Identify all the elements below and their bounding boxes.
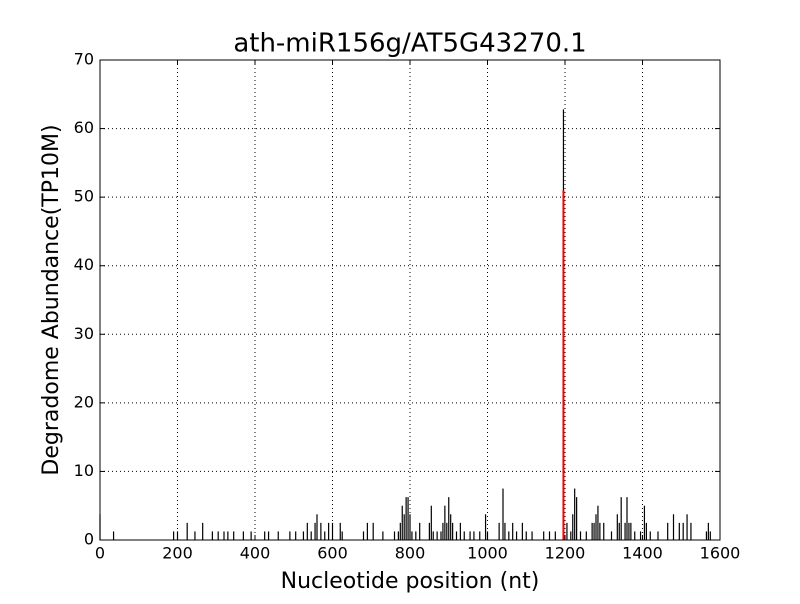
x-tick-label: 1200	[545, 544, 586, 563]
y-tick-label: 10	[74, 461, 94, 480]
y-tick-label: 20	[74, 392, 94, 411]
x-axis-label: Nucleotide position (nt)	[281, 569, 540, 594]
chart-title: ath-miR156g/AT5G43270.1	[233, 29, 586, 59]
x-tick-label: 1400	[622, 544, 663, 563]
x-tick-label: 200	[162, 544, 193, 563]
y-tick-label: 50	[74, 187, 94, 206]
y-tick-label: 70	[74, 50, 94, 69]
y-tick-label: 60	[74, 118, 94, 137]
y-tick-label: 0	[84, 530, 94, 549]
x-tick-label: 800	[395, 544, 426, 563]
plot-frame	[99, 59, 721, 541]
x-tick-label: 1600	[700, 544, 741, 563]
x-tick-label: 1000	[467, 544, 508, 563]
x-tick-label: 600	[317, 544, 348, 563]
x-tick-label: 0	[95, 544, 105, 563]
x-tick-label: 400	[240, 544, 271, 563]
y-tick-label: 30	[74, 324, 94, 343]
y-tick-label: 40	[74, 255, 94, 274]
y-axis-label: Degradome Abundance(TP10M)	[39, 124, 64, 475]
